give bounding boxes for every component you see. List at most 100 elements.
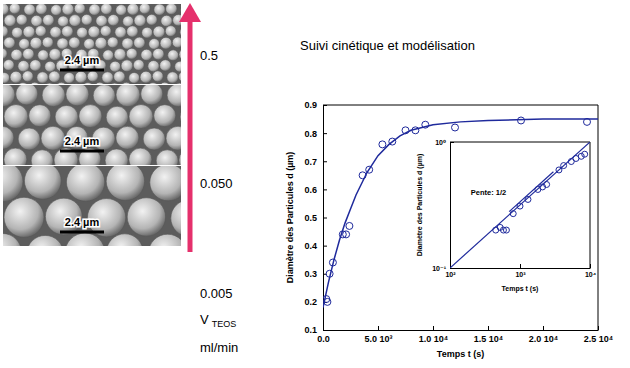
main-chart: Suivi cinétique et modélisation 0.0 5.0 10… — [285, 38, 613, 359]
sem-particle — [121, 60, 133, 72]
flow-rate-label: 0.005 — [200, 286, 233, 301]
tick-label: 1.5 10⁴ — [474, 334, 503, 344]
sem-particle — [3, 38, 4, 50]
tick: 5.0 10³ — [364, 326, 392, 344]
sem-particle — [3, 126, 14, 149]
sem-particle — [136, 84, 147, 85]
plot-area — [450, 142, 590, 268]
x-axis: 0.05.0 10³1.0 10⁴1.5 10⁴2.0 10⁴2.5 10⁴ — [317, 326, 613, 344]
frame — [598, 105, 599, 330]
axis-line — [324, 330, 599, 331]
sem-particle — [18, 61, 30, 73]
sem-particle — [3, 106, 4, 128]
tick-mark — [323, 330, 327, 331]
tick: 0.4 — [304, 241, 327, 251]
sem-particle — [6, 84, 17, 85]
sem-particle — [18, 128, 40, 150]
sem-particle — [166, 4, 178, 15]
tick-label: 0.8 — [304, 129, 317, 139]
sem-particle — [102, 72, 114, 84]
frame — [590, 142, 591, 268]
tick-label: 0.0 — [317, 334, 330, 344]
sem-particle — [35, 26, 46, 37]
sem-particle — [43, 14, 55, 26]
sem-particle — [3, 233, 22, 246]
tick-label: 10⁰ — [435, 139, 446, 146]
sem-particle — [116, 5, 127, 16]
data-point — [582, 151, 588, 157]
tick-label: 2.5 10⁴ — [584, 334, 613, 344]
sem-particle — [172, 37, 181, 48]
sem-particle — [174, 83, 181, 84]
sem-particle — [105, 149, 128, 165]
tick: 10⁻¹ — [432, 265, 454, 272]
sem-particle — [3, 4, 9, 15]
sem-particle — [49, 71, 61, 83]
tick-mark — [323, 161, 327, 162]
sem-particle — [114, 49, 126, 61]
sem-particle — [94, 82, 105, 84]
scale-bar-label: 2.4 µm — [65, 216, 100, 228]
sem-particle — [179, 71, 181, 83]
sem-panel: 2.4 µm2.4 µm2.4 µm0.50.0500.005VTEOSml/m… — [0, 0, 238, 355]
y-axis: 0.10.20.30.40.50.60.70.80.9 — [304, 100, 327, 335]
scale-bar — [60, 69, 104, 72]
sem-particle — [150, 166, 181, 201]
sem-particle — [143, 128, 165, 150]
sem-particle — [4, 197, 44, 237]
sem-particle — [141, 85, 163, 105]
sem-particle — [62, 4, 74, 15]
tick: 0.1 — [304, 325, 327, 335]
tick: 0.3 — [304, 269, 327, 279]
sem-background — [3, 4, 181, 84]
sem-particle — [4, 105, 28, 129]
tick-label: 0.3 — [304, 269, 317, 279]
tick-mark — [323, 189, 327, 190]
sem-particle — [41, 126, 65, 150]
sem-particle — [122, 38, 134, 50]
flow-rate-label: 0.5 — [200, 48, 218, 63]
inset-background — [416, 136, 596, 296]
sem-particle — [126, 48, 137, 59]
sem-particle — [81, 14, 92, 25]
sem-particle — [64, 72, 75, 83]
tick-label: 10⁴ — [585, 271, 597, 278]
sem-particle — [115, 27, 127, 39]
sem-particle — [24, 166, 61, 199]
arrow-head — [179, 3, 201, 22]
sem-particle — [4, 15, 16, 27]
sem-particle — [180, 27, 181, 39]
sem-particle — [66, 166, 104, 201]
sem-particle — [50, 27, 62, 39]
tick-label: 0.1 — [304, 325, 317, 335]
chart-title: Suivi cinétique et modélisation — [300, 38, 475, 53]
flow-label-sub: TEOS — [212, 319, 237, 329]
sem-particle — [153, 48, 165, 60]
sem-particle — [71, 84, 82, 85]
sem-particle — [154, 4, 166, 15]
sem-particle — [82, 82, 94, 84]
sem-particle — [109, 83, 121, 84]
tick-label: 2.0 10⁴ — [529, 334, 558, 344]
sem-particle — [31, 150, 53, 165]
sem-particle — [3, 85, 15, 107]
sem-particle — [127, 198, 165, 236]
sem-image — [3, 166, 181, 246]
y-axis-title: Diamètre des Particules d (µm) — [416, 154, 424, 256]
sem-particle — [173, 14, 181, 26]
sem-particle — [4, 148, 27, 165]
scale-bar-label: 2.4 µm — [65, 54, 100, 66]
tick-mark — [450, 268, 454, 269]
fit-line — [450, 142, 590, 268]
sem-particle — [100, 26, 111, 37]
sem-particle — [29, 82, 40, 84]
sem-particle — [69, 37, 81, 49]
tick-label: 0.7 — [304, 157, 317, 167]
sem-particle — [84, 39, 95, 50]
sem-particle — [3, 16, 4, 27]
sem-particle — [30, 37, 42, 49]
tick-mark — [378, 326, 379, 330]
arrow-shaft — [188, 20, 193, 252]
sem-particle — [168, 50, 179, 61]
tick: 2.0 10⁴ — [529, 326, 558, 344]
